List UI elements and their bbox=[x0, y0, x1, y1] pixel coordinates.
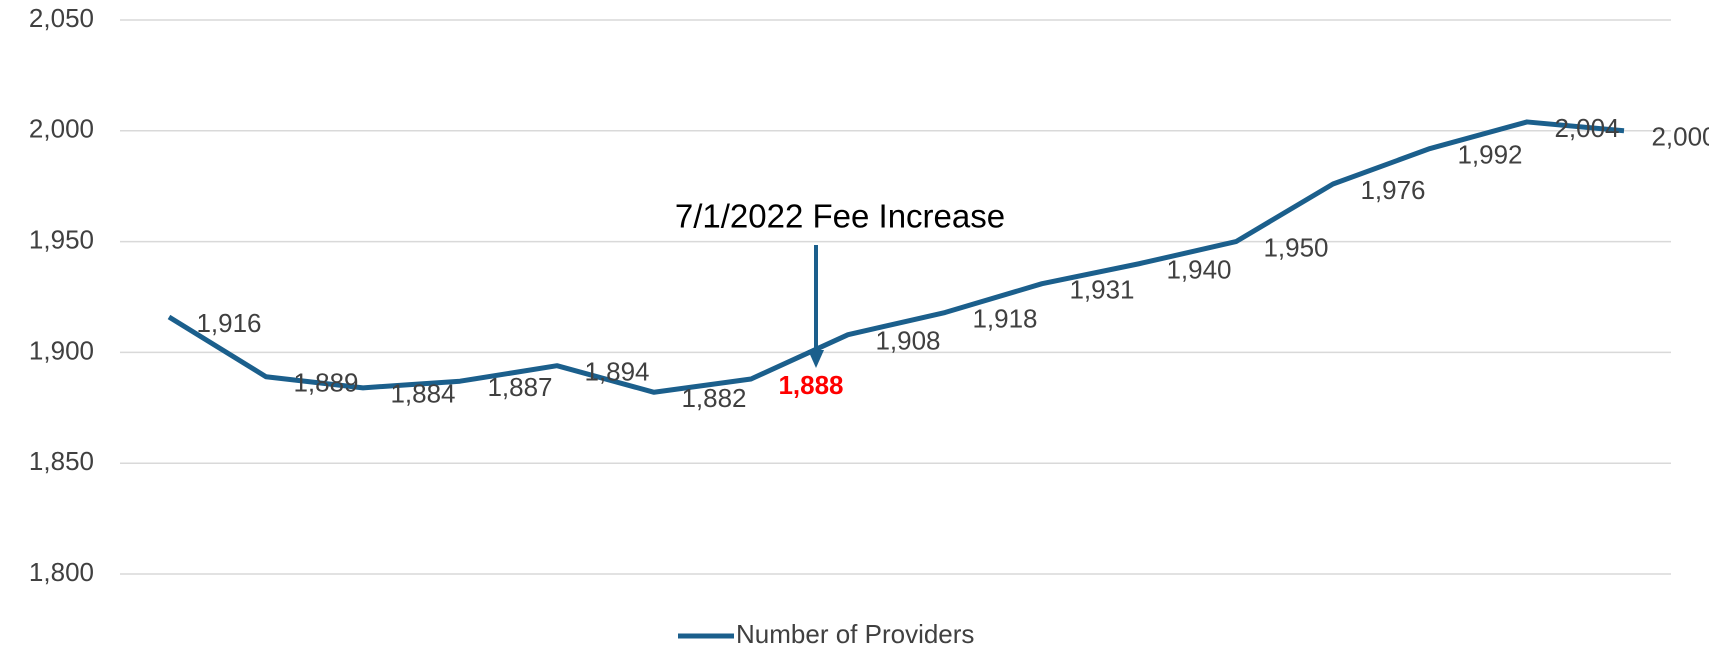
y-tick-label: 1,850 bbox=[29, 446, 94, 476]
y-tick-label: 1,800 bbox=[29, 557, 94, 587]
data-label: 1,884 bbox=[390, 379, 455, 409]
y-tick-label: 1,900 bbox=[29, 335, 94, 365]
data-label: 1,888 bbox=[778, 370, 843, 400]
data-label: 1,992 bbox=[1457, 139, 1522, 169]
data-label: 2,000 bbox=[1651, 122, 1709, 152]
data-label: 1,882 bbox=[681, 383, 746, 413]
data-label: 1,918 bbox=[972, 303, 1037, 333]
annotation-arrowhead bbox=[808, 350, 824, 368]
data-label: 1,931 bbox=[1069, 275, 1134, 305]
line-series bbox=[167, 119, 1625, 395]
data-label: 1,940 bbox=[1166, 255, 1231, 285]
y-tick-label: 2,000 bbox=[29, 114, 94, 144]
data-label: 1,908 bbox=[875, 326, 940, 356]
legend-label: Number of Providers bbox=[736, 619, 974, 649]
annotation: 7/1/2022 Fee Increase bbox=[675, 198, 1005, 235]
y-tick-label: 2,050 bbox=[29, 3, 94, 33]
data-label: 1,916 bbox=[196, 308, 261, 338]
data-label: 1,950 bbox=[1263, 232, 1328, 262]
data-label: 1,887 bbox=[487, 372, 552, 402]
y-tick-label: 1,950 bbox=[29, 224, 94, 254]
data-label: 1,889 bbox=[293, 368, 358, 398]
data-label: 1,894 bbox=[584, 357, 649, 387]
data-label: 1,976 bbox=[1360, 175, 1425, 205]
data-label: 2,004 bbox=[1554, 113, 1619, 143]
